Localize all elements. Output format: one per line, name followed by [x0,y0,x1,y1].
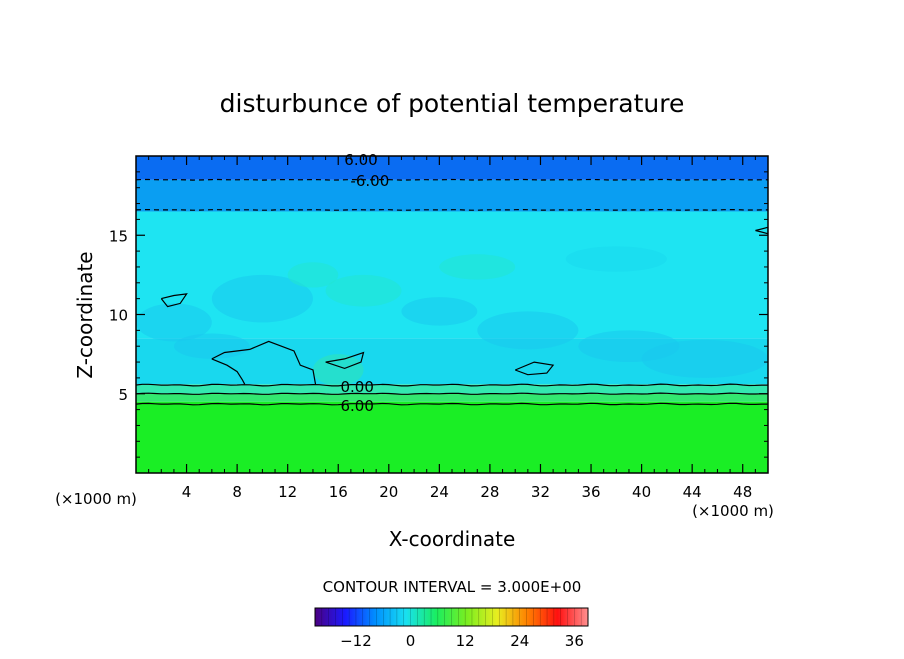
contour-labels: 6.00-6.000.006.00 [340,151,389,415]
field-patch-0 [136,303,212,342]
field-layer-5 [136,179,768,212]
contour-zero-blob-4 [160,293,188,308]
field-patch-4 [401,297,478,326]
contour-0 [136,383,768,387]
x-unit-right: (×1000 m) [692,502,774,520]
contour-label-2: 0.00 [340,378,373,396]
x-tick-label-6: 28 [480,483,499,501]
contour-zero-blob-0 [211,340,317,385]
x-tick-label-2: 12 [278,483,297,501]
y-tick-label-2: 15 [109,227,128,245]
contour-label-0: 6.00 [344,151,377,169]
contour-zero-blob-2 [325,351,365,370]
x-axis-label: X-coordinate [389,527,516,551]
x-axis-ticks: 4 8 12 16 20 24 28 32 36 40 44 48 [148,156,756,501]
contour-lines [136,178,768,406]
contour-zero-blob-1 [211,358,246,385]
x-tick-label-1: 8 [232,483,242,501]
contour-6 [136,402,768,406]
contour-label-3: 6.00 [340,397,373,415]
x-tick-label-8: 36 [581,483,600,501]
x-tick-label-0: 4 [182,483,192,501]
colorbar-bar [314,607,589,627]
colorbar-tick-label-4: 36 [565,632,584,650]
colorbar-tick-label-2: 12 [456,632,475,650]
colorbar: −12 0 12 24 36 [314,607,589,650]
x-tick-label-11: 48 [733,483,752,501]
y-axis-ticks: 5 10 15 [109,171,768,458]
field-layer-6 [136,156,768,180]
plot-area [136,156,768,473]
field-patch-2 [287,262,339,288]
colorbar-tick-label-3: 24 [510,632,529,650]
field-patch-10 [565,246,667,272]
contour-minus6 [136,178,768,181]
contour-label-1: -6.00 [350,172,389,190]
x-tick-label-7: 32 [531,483,550,501]
x-tick-label-9: 40 [632,483,651,501]
y-tick-label-0: 5 [118,386,128,404]
field-layer-2 [136,384,768,394]
y-tick-label-1: 10 [109,307,128,325]
field-layer-1 [136,393,768,402]
contour-minus3 [136,208,768,211]
contour-3 [136,392,768,395]
chart-title: disturbunce of potential temperature [220,89,685,118]
field-patch-8 [173,333,250,359]
colorbar-tick-label-0: −12 [340,632,372,650]
contour-zero-blob-5 [755,226,768,235]
field-patch-3 [325,274,402,307]
x-unit-left: (×1000 m) [55,490,137,508]
colorbar-cells [321,608,582,626]
x-tick-label-4: 20 [379,483,398,501]
contour-interval-label: CONTOUR INTERVAL = 3.000E+00 [323,578,582,596]
x-tick-label-5: 24 [430,483,449,501]
field-patch-7 [641,339,768,378]
contour-zero-blob-3 [514,361,555,376]
x-tick-label-3: 16 [329,483,348,501]
field-patch-9 [439,254,516,280]
colorbar-ticks: −12 0 12 24 36 [340,632,584,650]
field-patch-5 [477,311,579,350]
y-axis-label: Z-coordinate [73,251,97,378]
x-tick-label-10: 44 [683,483,702,501]
field-patches [136,246,768,386]
colorbar-tick-label-1: 0 [406,632,416,650]
field-layer-0 [136,401,768,473]
field-patch-1 [211,274,313,323]
